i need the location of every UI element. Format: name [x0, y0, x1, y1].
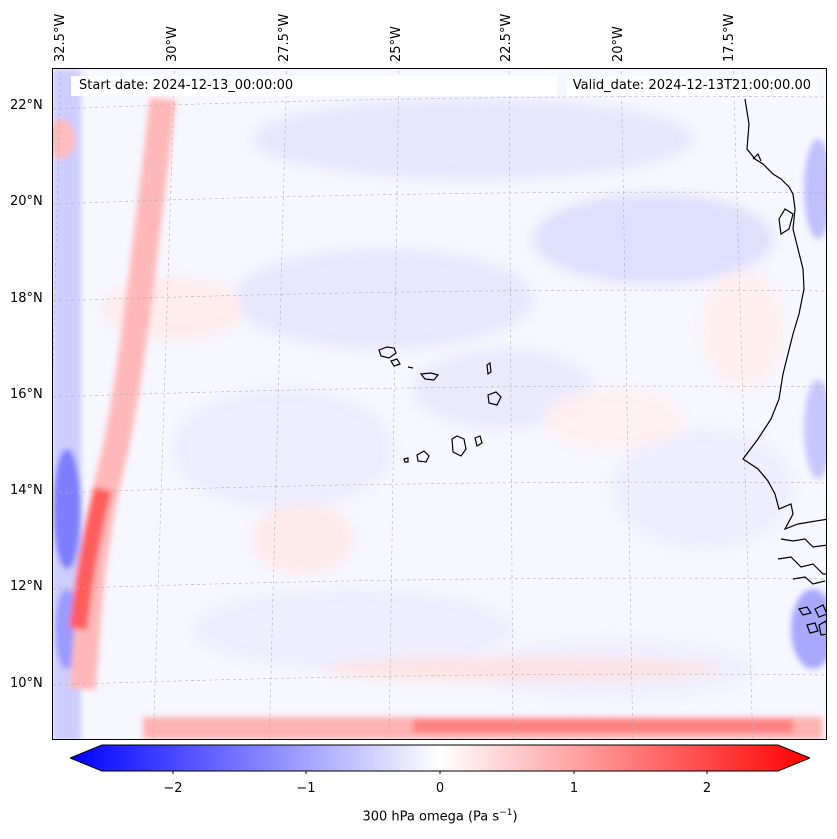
- graticule: [53, 69, 826, 739]
- island-santiago: [451, 435, 467, 457]
- island-bijagos-4: [818, 620, 826, 636]
- lat-label-22n: 22°N: [10, 98, 43, 113]
- island-sao-nicolau: [419, 372, 440, 381]
- lon-label-30w: 30°W: [165, 26, 180, 62]
- island-bijagos-1: [798, 606, 812, 616]
- island-sao-vicente: [390, 358, 401, 367]
- island-boa-vista: [487, 391, 502, 406]
- island-santa-luzia: [407, 366, 414, 369]
- coastline-cap-blanc: [752, 152, 762, 162]
- omega-contours: [103, 99, 793, 699]
- island-bijagos-3: [806, 622, 819, 634]
- colorbar-tick-0: 0: [435, 781, 445, 796]
- colorbar-gradient: [70, 744, 810, 772]
- colorbar-tick-2: 2: [702, 781, 712, 796]
- coastline-mauritania-senegal: [742, 98, 826, 531]
- lon-label-27-5w: 27.5°W: [277, 13, 292, 62]
- map-panel: [52, 68, 827, 740]
- lat-label-18n: 18°N: [10, 291, 43, 306]
- lat-label-10n: 10°N: [10, 676, 43, 691]
- coastline-guinea-bissau: [792, 576, 826, 585]
- island-sal: [486, 361, 492, 376]
- start-date-text: Start date: 2024-12-13_00:00:00: [79, 78, 294, 93]
- island-brava: [403, 457, 409, 463]
- lat-label-16n: 16°N: [10, 387, 43, 402]
- cape-verde-islands: [378, 346, 502, 463]
- island-santo-antao: [378, 346, 397, 359]
- coastline-banc-arguin: [778, 208, 794, 236]
- lat-label-14n: 14°N: [10, 483, 43, 498]
- start-date-box: Start date: 2024-12-13_00:00:00: [71, 76, 557, 96]
- colorbar: [70, 744, 810, 774]
- omega-field-map: [53, 69, 826, 739]
- colorbar-label-close: ): [512, 809, 518, 825]
- coastline-gambia: [780, 538, 826, 548]
- colorbar-tick-minus-2: −2: [163, 781, 183, 796]
- african-coastline: [742, 98, 826, 636]
- colorbar-label-text: 300 hPa omega (Pa s: [362, 809, 500, 825]
- island-bijagos-2: [814, 604, 826, 618]
- island-fogo: [416, 450, 430, 463]
- lat-label-20n: 20°N: [10, 194, 43, 209]
- lon-label-32-5w: 32.5°W: [53, 13, 68, 62]
- colorbar-tick-minus-1: −1: [296, 781, 316, 796]
- colorbar-ticks: [172, 771, 708, 774]
- valid-date-box: Valid_date: 2024-12-13T21:00:00.00: [566, 76, 817, 96]
- lat-label-12n: 12°N: [10, 579, 43, 594]
- lon-label-25w: 25°W: [389, 26, 404, 62]
- colorbar-label-exponent: −1: [499, 808, 513, 818]
- lon-label-20w: 20°W: [611, 26, 626, 62]
- lon-label-17-5w: 17.5°W: [722, 13, 737, 62]
- colorbar-tick-1: 1: [569, 781, 579, 796]
- colorbar-label: 300 hPa omega (Pa s−1): [0, 808, 837, 824]
- lon-label-22-5w: 22.5°W: [499, 13, 514, 62]
- valid-date-text: Valid_date: 2024-12-13T21:00:00.00: [572, 78, 811, 93]
- island-maio: [474, 435, 483, 447]
- coastline-casamance: [777, 556, 826, 575]
